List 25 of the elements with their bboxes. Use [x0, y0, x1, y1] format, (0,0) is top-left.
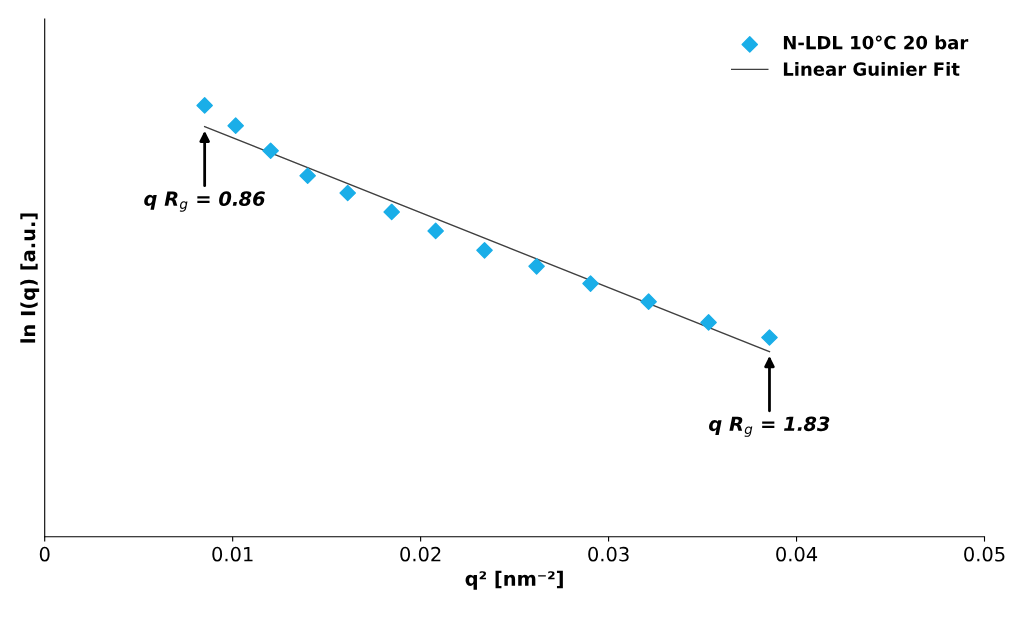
point — [383, 203, 400, 221]
point — [339, 184, 356, 202]
x-tick-label: 0.04 — [776, 546, 818, 562]
point — [427, 222, 444, 240]
x-tick-label: 0.02 — [400, 546, 441, 562]
legend-label: Linear Guinier Fit — [783, 61, 960, 76]
point — [528, 258, 545, 275]
point — [262, 142, 279, 160]
point — [640, 293, 657, 310]
point — [700, 314, 717, 331]
x-axis-title: q² [nm⁻²] — [465, 570, 563, 590]
x-tick-label: 0.03 — [588, 546, 629, 562]
y-axis-title: ln I(q) [a.u.] — [20, 213, 40, 343]
x-tick-label: 0.05 — [964, 546, 1005, 562]
point — [196, 97, 213, 114]
point — [299, 167, 316, 185]
x-tick-label: 0 — [39, 546, 50, 562]
annotation: q R$_{g}$ = 1.83 — [709, 416, 830, 437]
annotation: q R$_{g}$ = 0.86 — [144, 191, 265, 212]
x-tick-label: 0.01 — [212, 546, 253, 562]
point — [582, 275, 599, 292]
point — [476, 242, 493, 259]
point — [227, 117, 244, 135]
legend-label: N-LDL 10°C 20 bar — [783, 35, 969, 50]
point — [761, 329, 778, 346]
